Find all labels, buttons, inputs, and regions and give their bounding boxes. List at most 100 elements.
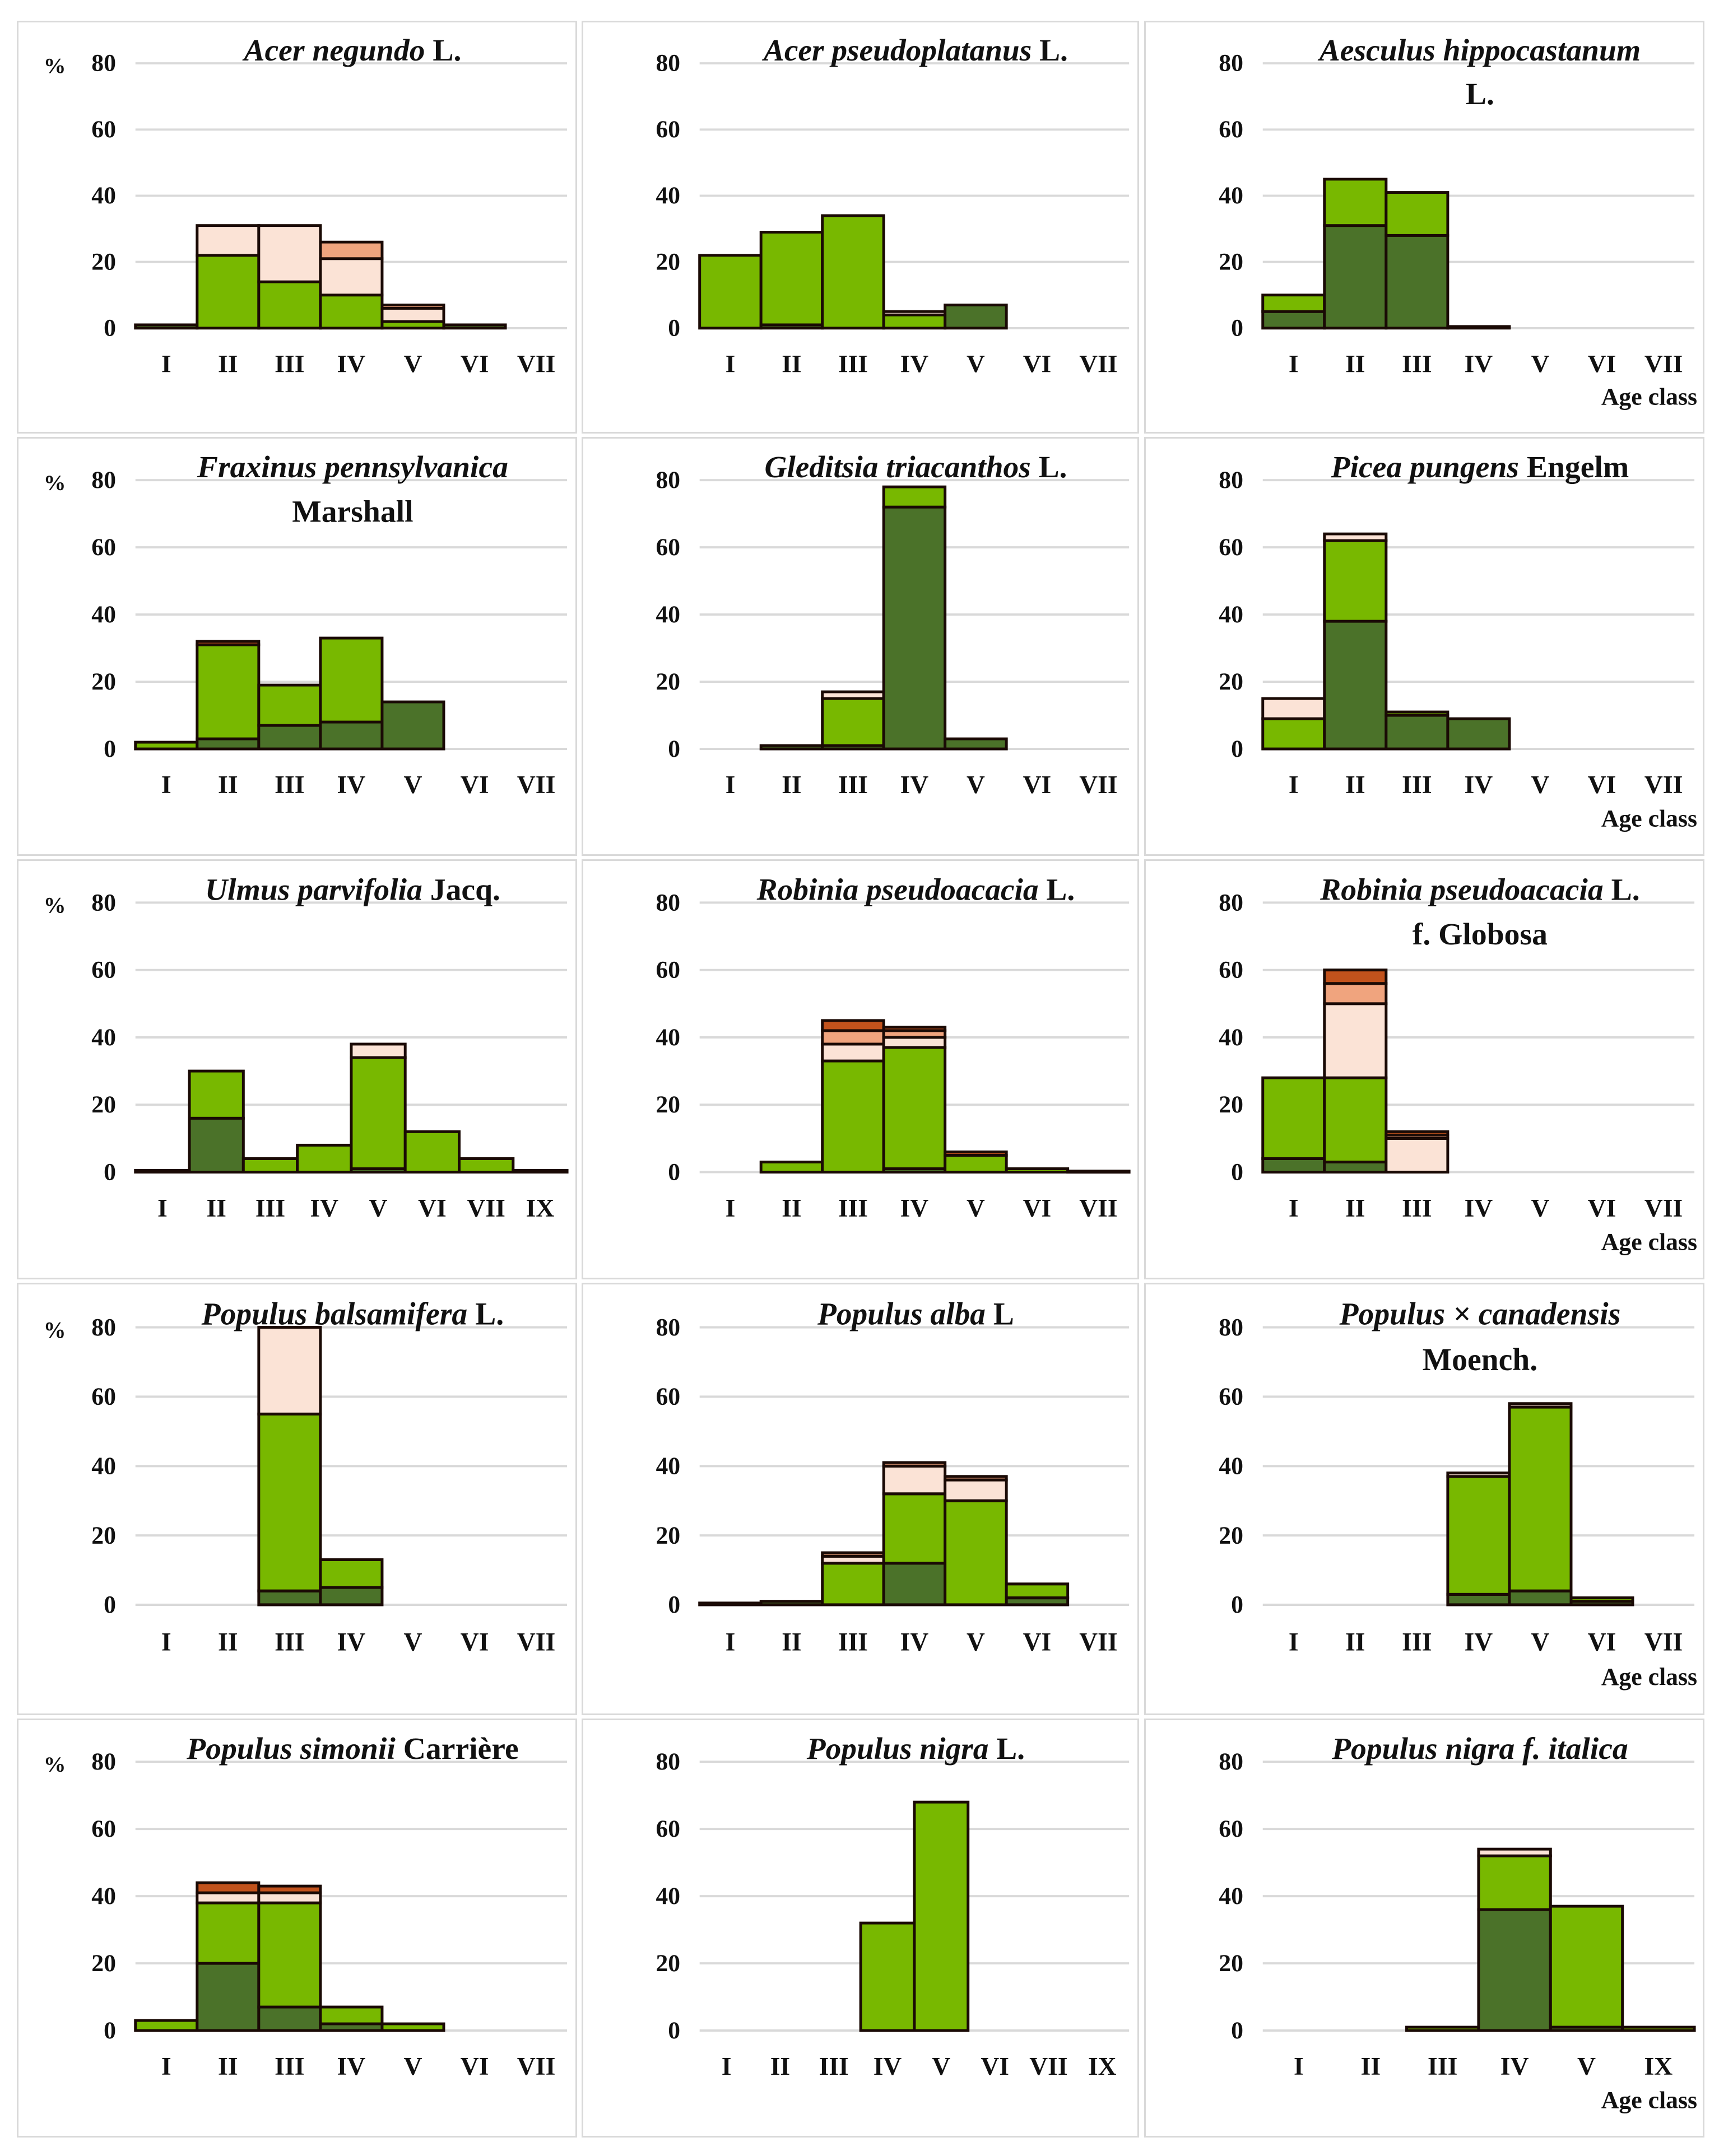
bar-segment bbox=[1261, 1076, 1326, 1160]
x-tick-label: IV bbox=[900, 350, 929, 378]
x-tick-label: IX bbox=[1644, 2052, 1672, 2080]
bar-segment bbox=[257, 683, 322, 727]
bar-segment bbox=[1005, 1167, 1070, 1174]
x-tick-label: V bbox=[967, 1194, 985, 1222]
bar-segment bbox=[882, 505, 947, 751]
bar-segment bbox=[196, 1901, 261, 1965]
y-tick-label: 20 bbox=[1219, 668, 1243, 695]
panel-title: Populus × canadensis bbox=[1339, 1297, 1621, 1332]
y-tick-label: 40 bbox=[91, 182, 116, 209]
species-name: Acer negundo bbox=[242, 34, 425, 67]
y-tick-label: 80 bbox=[91, 467, 116, 493]
bar-segment bbox=[1385, 1137, 1449, 1174]
chart-panel: 0 20 40 60 80 I II III IV V VI VII Gleditsia triacan… bbox=[582, 437, 1139, 856]
bar-segment bbox=[698, 1601, 763, 1606]
species-author: L. bbox=[1604, 872, 1640, 907]
x-tick-label: IV bbox=[900, 1628, 929, 1657]
y-tick-label: 0 bbox=[104, 1590, 116, 1619]
bar-segment bbox=[1621, 2025, 1696, 2032]
x-tick-label: I bbox=[1289, 350, 1299, 378]
species-author: L. bbox=[988, 1731, 1025, 1766]
x-tick-label: IV bbox=[337, 350, 366, 378]
bar-segment bbox=[759, 1160, 824, 1174]
y-tick-label: 0 bbox=[668, 1591, 680, 1619]
y-tick-label: 60 bbox=[1219, 1382, 1243, 1410]
y-tick-label: 80 bbox=[1219, 50, 1243, 77]
x-tick-label: I bbox=[726, 1194, 736, 1222]
x-tick-label: I bbox=[1289, 770, 1299, 799]
x-tick-label: II bbox=[218, 2052, 238, 2080]
x-tick-label: V bbox=[1531, 1628, 1549, 1657]
x-tick-label: IV bbox=[1465, 1628, 1493, 1657]
species-name: Robinia pseudoacacia bbox=[756, 872, 1039, 906]
x-tick-label: II bbox=[218, 350, 238, 378]
x-tick-label: IV bbox=[337, 2052, 366, 2080]
bar-segment bbox=[1385, 1130, 1449, 1137]
bar-segment bbox=[319, 257, 384, 297]
bar-segment bbox=[319, 636, 384, 724]
chart-panel: 0 20 40 60 80% I II III IV V VI VII Populus balsamif… bbox=[17, 1283, 577, 1715]
y-tick-label: 80 bbox=[91, 889, 116, 916]
species-name: Populus balsamifera bbox=[201, 1297, 468, 1332]
x-tick-label: III bbox=[275, 1628, 304, 1657]
y-tick-label: 20 bbox=[1219, 1521, 1243, 1549]
bar-segment bbox=[944, 737, 1008, 751]
bar-segment bbox=[257, 1412, 322, 1592]
bar-segment bbox=[821, 1551, 885, 1558]
x-tick-label: III bbox=[275, 2052, 304, 2080]
bar-segment bbox=[350, 1056, 407, 1170]
x-axis-label: Age class bbox=[1601, 2087, 1697, 2114]
bar-segment bbox=[196, 224, 261, 257]
bar-segment bbox=[196, 643, 261, 741]
bar-segment bbox=[1508, 1405, 1573, 1592]
y-tick-label: 0 bbox=[104, 735, 116, 762]
bar-segment bbox=[698, 254, 763, 330]
x-axis-label: Age class bbox=[1601, 1228, 1697, 1255]
y-tick-label: 0 bbox=[668, 2017, 680, 2044]
x-tick-label: III bbox=[838, 770, 868, 799]
y-tick-label: 0 bbox=[1231, 735, 1243, 762]
species-author: L. bbox=[425, 34, 461, 67]
species-name: Populus simonii bbox=[186, 1732, 396, 1766]
y-tick-label: 20 bbox=[656, 249, 681, 276]
bar-segment bbox=[196, 1962, 261, 2032]
x-tick-label: VII bbox=[1029, 2052, 1067, 2080]
bar-segment bbox=[188, 1116, 245, 1174]
y-tick-label: 60 bbox=[91, 116, 116, 143]
bar-segment bbox=[1323, 982, 1388, 1005]
bar-segment bbox=[1323, 1160, 1388, 1174]
bar-segment bbox=[944, 304, 1008, 330]
x-tick-label: IV bbox=[310, 1194, 338, 1222]
bar-segment bbox=[821, 1059, 885, 1174]
species-name: Aesculus hippocastanum bbox=[1318, 34, 1641, 67]
chart-panel: 0 20 40 60 80 I II III IV V VI VII Acer pseudoplatan… bbox=[582, 21, 1139, 434]
y-tick-label: 60 bbox=[656, 957, 681, 984]
x-tick-label: II bbox=[206, 1194, 226, 1222]
y-tick-label: 20 bbox=[656, 668, 681, 695]
bar-segment bbox=[882, 1036, 947, 1049]
bar-segment bbox=[1323, 224, 1388, 330]
chart-panel: 0 20 40 60 80 I II III IV V VI VII Robinia pseudoaca… bbox=[582, 859, 1139, 1279]
bar-segment bbox=[319, 2005, 384, 2025]
bar-segment bbox=[380, 306, 445, 323]
bar-segment bbox=[1323, 620, 1388, 751]
x-tick-label: I bbox=[1289, 1628, 1299, 1657]
panel-title: Picea pungens Engelm bbox=[1331, 450, 1629, 485]
bar-segment bbox=[1446, 1475, 1511, 1596]
y-tick-label: 80 bbox=[91, 1748, 116, 1775]
x-tick-label: VI bbox=[1023, 770, 1052, 799]
x-tick-label: III bbox=[1402, 1628, 1432, 1657]
x-tick-label: I bbox=[1289, 1194, 1299, 1222]
panel-title: Ulmus parvifolia Jacq. bbox=[205, 872, 500, 907]
y-tick-label: 0 bbox=[668, 1158, 680, 1185]
x-tick-label: II bbox=[782, 770, 801, 799]
y-tick-label: 60 bbox=[1219, 534, 1243, 561]
y-tick-label: 80 bbox=[656, 467, 681, 493]
x-tick-label: II bbox=[218, 1628, 238, 1657]
bar-segment bbox=[1066, 1170, 1131, 1174]
bar-segment bbox=[257, 280, 322, 330]
bar-segment bbox=[458, 1157, 515, 1174]
panel-title-line2: f. Globosa bbox=[1413, 917, 1548, 952]
